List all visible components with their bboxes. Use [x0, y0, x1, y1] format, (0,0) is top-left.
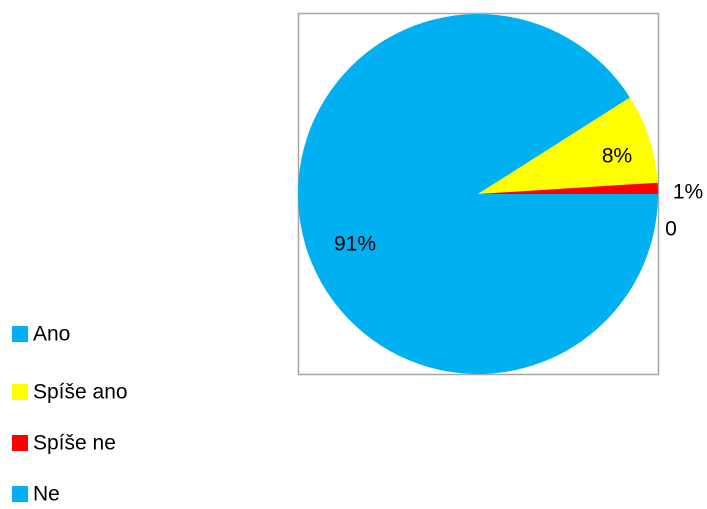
- data-label: 8%: [602, 145, 632, 168]
- pie-slice: [298, 14, 658, 375]
- data-label: 0: [665, 218, 677, 241]
- legend-swatch: [12, 384, 28, 400]
- data-label: 1%: [673, 181, 703, 204]
- legend-swatch: [12, 326, 28, 342]
- legend-label: Spíše ne: [33, 432, 116, 455]
- data-label: 91%: [334, 233, 376, 256]
- legend-swatch: [12, 435, 28, 451]
- pie-slice: [478, 97, 658, 194]
- legend-label: Ano: [33, 323, 70, 346]
- legend-label: Spíše ano: [33, 381, 128, 404]
- legend-swatch: [12, 486, 28, 502]
- pie-slice: [478, 182, 658, 194]
- legend-label: Ne: [33, 483, 60, 506]
